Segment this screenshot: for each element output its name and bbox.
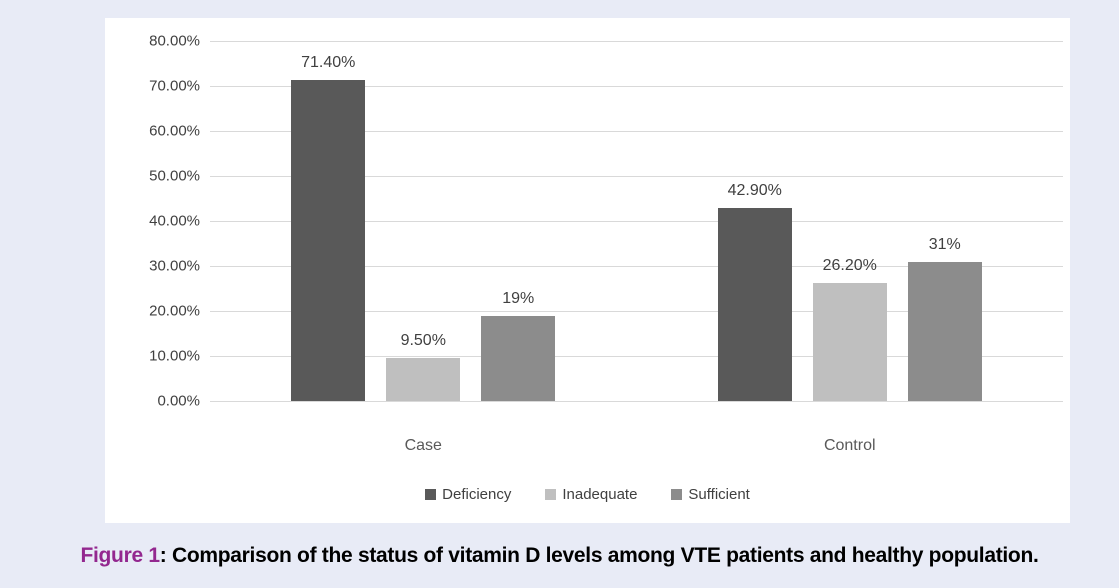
bar-inadequate-case [386,358,461,401]
gridline [210,220,1063,222]
plot-area: 80.00% 70.00% 60.00% 50.00% 40.00% 30.00% 20.0… [149,33,1063,454]
y-axis-tick-label: 80.00% [149,32,200,50]
caption-text: Comparison of the status of vitamin D le… [172,544,1039,567]
legend-swatch-icon [671,489,683,500]
bar-inadequate-control [812,283,887,401]
gridline [210,310,1063,312]
legend-swatch-icon [425,489,437,500]
y-axis-tick-label: 0.00% [157,392,200,410]
x-axis-category-label: Control [823,437,876,454]
figure-caption: Figure 1: Comparison of the status of vi… [0,544,1119,568]
legend-label: Sufficient [688,486,750,503]
gridline [210,175,1063,177]
gridline [210,265,1063,267]
data-label: 42.90% [727,181,782,199]
gridline [210,400,1063,402]
y-axis-tick-label: 70.00% [149,77,200,95]
data-label: 26.20% [822,257,877,275]
legend-label: Inadequate [562,486,638,503]
bar-deficiency-case [291,79,366,401]
x-axis-category-label: Case [404,437,442,454]
chart-legend: Deficiency Inadequate Sufficient [105,486,1070,503]
y-axis-tick-label: 10.00% [149,347,200,365]
legend-item-deficiency: Deficiency [425,486,511,503]
data-label: 19% [502,289,535,307]
legend-swatch-icon [545,489,557,500]
bar-deficiency-control [717,207,792,401]
data-label: 71.40% [301,53,356,71]
legend-item-inadequate: Inadequate [545,486,637,503]
data-label: 9.50% [400,332,446,350]
gridline [210,355,1063,357]
y-axis-tick-label: 20.00% [149,302,200,320]
y-axis-tick-label: 30.00% [149,257,200,275]
y-axis-tick-label: 50.00% [149,167,200,185]
y-axis-tick-label: 60.00% [149,122,200,140]
bar-sufficient-control [907,261,982,401]
gridline [210,85,1063,87]
gridline [210,130,1063,132]
figure-number: Figure 1 [80,544,160,567]
chart-panel: 80.00% 70.00% 60.00% 50.00% 40.00% 30.00% 20.0… [105,18,1070,523]
legend-label: Deficiency [442,486,512,503]
caption-separator: : [159,544,172,567]
data-label: 31% [928,235,961,253]
legend-item-sufficient: Sufficient [671,486,750,503]
y-axis-tick-label: 40.00% [149,212,200,230]
gridline [210,40,1063,42]
bar-sufficient-case [481,315,556,401]
